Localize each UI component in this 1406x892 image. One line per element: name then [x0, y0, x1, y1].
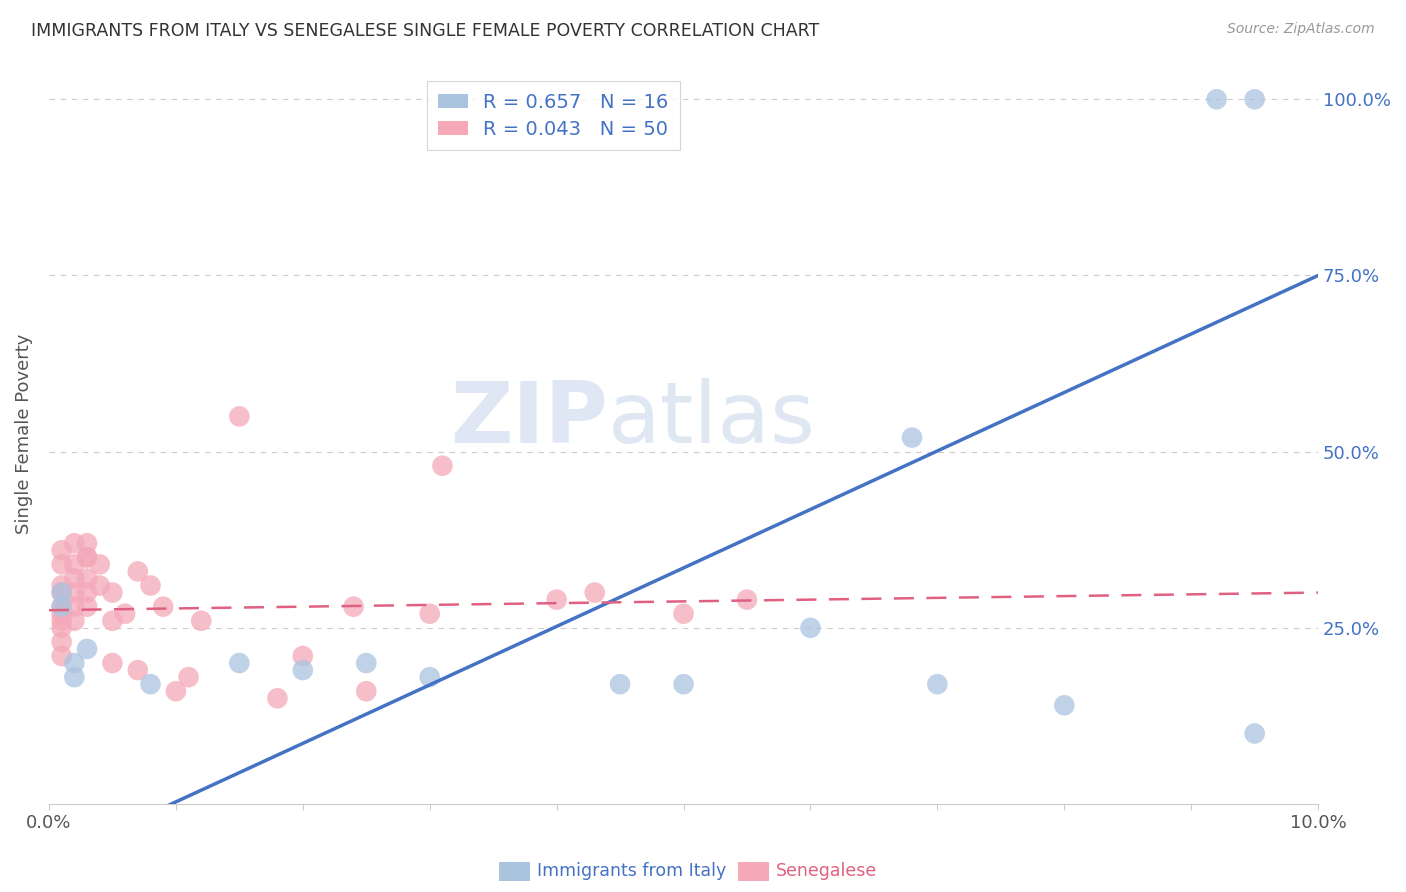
- Point: [228, 656, 250, 670]
- Text: atlas: atlas: [607, 377, 815, 461]
- Text: Source: ZipAtlas.com: Source: ZipAtlas.com: [1227, 22, 1375, 37]
- Point: [101, 656, 124, 670]
- Point: [672, 607, 695, 621]
- Point: [735, 592, 758, 607]
- Point: [1053, 698, 1076, 713]
- Point: [165, 684, 187, 698]
- Point: [51, 621, 73, 635]
- Point: [583, 585, 606, 599]
- Point: [356, 684, 378, 698]
- Point: [63, 536, 86, 550]
- Point: [63, 599, 86, 614]
- Point: [419, 670, 441, 684]
- Point: [546, 592, 568, 607]
- Point: [432, 458, 454, 473]
- Point: [51, 543, 73, 558]
- Point: [76, 572, 98, 586]
- Point: [63, 614, 86, 628]
- Point: [89, 578, 111, 592]
- Point: [152, 599, 174, 614]
- Point: [51, 599, 73, 614]
- Text: Immigrants from Italy: Immigrants from Italy: [537, 863, 727, 880]
- Point: [51, 585, 73, 599]
- Point: [291, 648, 314, 663]
- Point: [114, 607, 136, 621]
- Point: [101, 585, 124, 599]
- Point: [901, 431, 924, 445]
- Point: [76, 550, 98, 565]
- Text: ZIP: ZIP: [450, 377, 607, 461]
- Point: [672, 677, 695, 691]
- Point: [51, 614, 73, 628]
- Point: [89, 558, 111, 572]
- Point: [51, 648, 73, 663]
- Point: [63, 572, 86, 586]
- Point: [51, 607, 73, 621]
- Point: [190, 614, 212, 628]
- Point: [51, 635, 73, 649]
- Point: [927, 677, 949, 691]
- Point: [76, 585, 98, 599]
- Point: [51, 558, 73, 572]
- Point: [419, 607, 441, 621]
- Point: [76, 599, 98, 614]
- Point: [609, 677, 631, 691]
- Point: [51, 585, 73, 599]
- Point: [63, 656, 86, 670]
- Legend: R = 0.657   N = 16, R = 0.043   N = 50: R = 0.657 N = 16, R = 0.043 N = 50: [427, 81, 681, 150]
- Point: [139, 677, 162, 691]
- Text: Senegalese: Senegalese: [776, 863, 877, 880]
- Point: [101, 614, 124, 628]
- Point: [51, 578, 73, 592]
- Point: [63, 585, 86, 599]
- Text: IMMIGRANTS FROM ITALY VS SENEGALESE SINGLE FEMALE POVERTY CORRELATION CHART: IMMIGRANTS FROM ITALY VS SENEGALESE SING…: [31, 22, 820, 40]
- Y-axis label: Single Female Poverty: Single Female Poverty: [15, 334, 32, 534]
- Point: [127, 565, 149, 579]
- Point: [1243, 726, 1265, 740]
- Point: [76, 642, 98, 657]
- Point: [356, 656, 378, 670]
- Point: [51, 599, 73, 614]
- Point: [1243, 92, 1265, 106]
- Point: [139, 578, 162, 592]
- Point: [799, 621, 821, 635]
- Point: [63, 670, 86, 684]
- Point: [228, 409, 250, 424]
- Point: [76, 550, 98, 565]
- Point: [127, 663, 149, 677]
- Point: [76, 536, 98, 550]
- Point: [342, 599, 364, 614]
- Point: [63, 558, 86, 572]
- Point: [291, 663, 314, 677]
- Point: [177, 670, 200, 684]
- Point: [1205, 92, 1227, 106]
- Point: [266, 691, 288, 706]
